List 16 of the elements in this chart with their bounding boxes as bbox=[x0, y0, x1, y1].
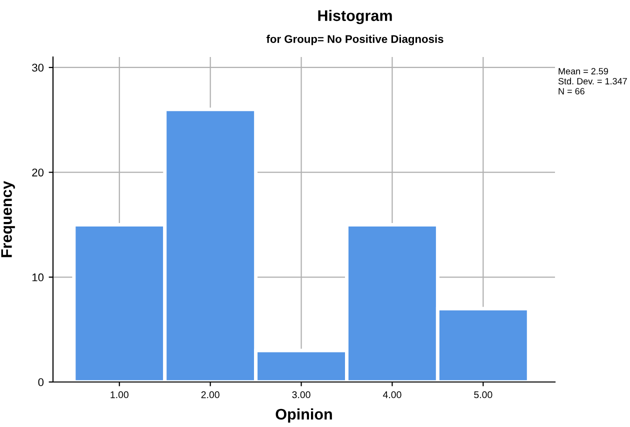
text: N = 66 bbox=[558, 88, 584, 94]
x-tick-label: 5.00 bbox=[474, 391, 492, 398]
y-axis-title: Frequency bbox=[1, 180, 15, 258]
text: Mean = 2.59 bbox=[558, 68, 608, 74]
y-tick-label: 20 bbox=[32, 168, 44, 176]
x-tick-label: 2.00 bbox=[201, 391, 220, 398]
y-tick-label: 10 bbox=[32, 273, 44, 282]
x-tick-label: 1.00 bbox=[110, 391, 128, 398]
x-tick-label: 4.00 bbox=[382, 391, 402, 398]
chart-title: Histogram bbox=[318, 10, 392, 24]
x-tick-label: 3.00 bbox=[292, 391, 310, 398]
chart-subtitle: for Group= No Positive Diagnosis bbox=[266, 34, 444, 46]
y-tick-label: 0 bbox=[38, 378, 44, 386]
x-axis-title: Opinion bbox=[276, 408, 332, 423]
y-tick-label: 30 bbox=[32, 64, 44, 72]
text: Std. Dev. = 1.347 bbox=[558, 78, 627, 84]
